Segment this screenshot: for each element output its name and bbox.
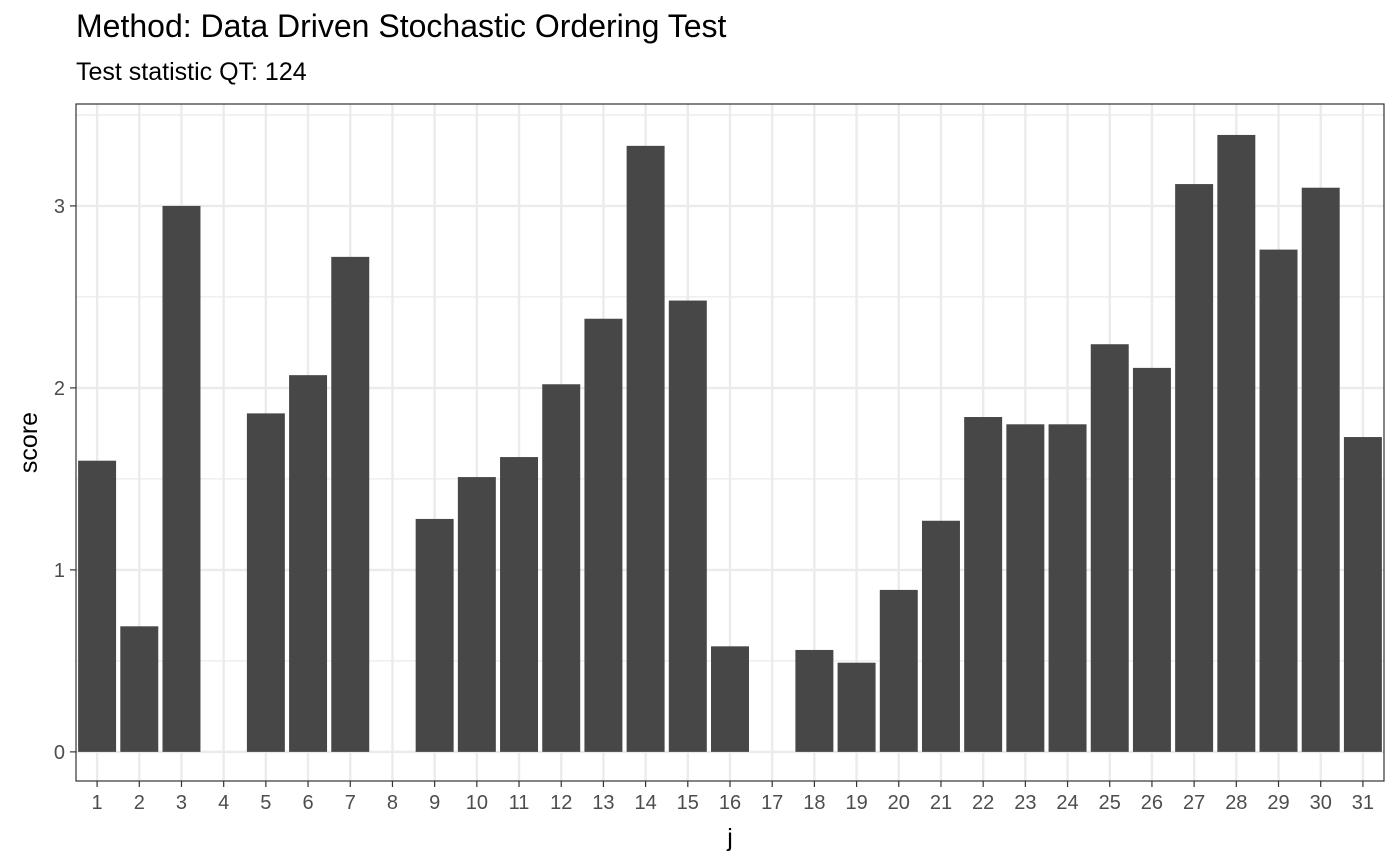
bar	[120, 626, 159, 752]
bar	[1217, 134, 1256, 752]
y-tick-label: 2	[54, 378, 65, 400]
x-tick-label: 11	[509, 792, 530, 814]
bar	[1343, 437, 1382, 752]
x-tick-label: 10	[466, 792, 488, 814]
x-tick-label: 13	[592, 792, 614, 814]
x-tick-label: 9	[429, 792, 440, 814]
x-tick-label: 8	[387, 792, 398, 814]
x-tick-label: 31	[1352, 792, 1374, 814]
y-axis-title: score	[15, 412, 43, 473]
x-tick-label: 14	[634, 792, 656, 814]
x-tick-label: 2	[134, 792, 145, 814]
bar	[1006, 424, 1045, 752]
x-tick-label: 15	[677, 792, 699, 814]
bar	[1132, 367, 1171, 752]
x-tick-label: 21	[930, 792, 952, 814]
x-tick-label: 6	[303, 792, 314, 814]
x-axis-title: j	[726, 824, 733, 852]
bar	[1048, 424, 1087, 752]
x-tick-label: 19	[845, 792, 867, 814]
x-tick-label: 26	[1141, 792, 1163, 814]
y-tick-label: 1	[54, 560, 65, 582]
y-tick-label: 3	[54, 196, 65, 218]
chart-title: Method: Data Driven Stochastic Ordering …	[76, 8, 727, 44]
bar	[837, 662, 876, 752]
x-tick-label: 30	[1310, 792, 1332, 814]
x-tick-label: 16	[719, 792, 741, 814]
x-tick-label: 3	[176, 792, 187, 814]
x-tick-label: 18	[803, 792, 825, 814]
x-axis: 1 2 3 4 5 6 7 8 9 10 11 12 13 14 15 16 17 18 19 20 21 22 23 24 2…	[92, 781, 1374, 814]
bar	[542, 384, 581, 752]
x-tick-label: 28	[1225, 792, 1247, 814]
bar	[921, 520, 960, 752]
x-tick-label: 4	[218, 792, 229, 814]
bar	[289, 375, 328, 752]
bar	[1259, 249, 1298, 752]
bar	[331, 256, 370, 752]
bar	[500, 457, 539, 752]
x-tick-label: 20	[888, 792, 910, 814]
x-tick-label: 27	[1183, 792, 1205, 814]
y-axis: 0 1 2 3	[54, 196, 76, 764]
bars	[78, 134, 1382, 752]
x-tick-label: 7	[345, 792, 356, 814]
chart-subtitle: Test statistic QT: 124	[76, 58, 307, 86]
bar	[415, 518, 454, 752]
x-tick-label: 24	[1056, 792, 1078, 814]
bar	[1175, 184, 1214, 752]
bar	[879, 589, 918, 752]
x-tick-label: 5	[260, 792, 271, 814]
bar	[1301, 187, 1340, 752]
bar	[711, 646, 749, 752]
bar	[78, 460, 117, 752]
bar	[668, 300, 707, 752]
x-tick-label: 25	[1099, 792, 1121, 814]
x-tick-label: 29	[1267, 792, 1289, 814]
x-tick-label: 17	[761, 792, 783, 814]
bar	[1090, 344, 1129, 752]
bar	[457, 477, 496, 752]
bar	[626, 145, 665, 752]
bar	[795, 649, 834, 752]
x-tick-label: 23	[1014, 792, 1036, 814]
y-tick-label: 0	[54, 742, 65, 764]
x-tick-label: 22	[972, 792, 994, 814]
bar	[584, 318, 623, 752]
x-tick-label: 1	[92, 792, 103, 814]
bar	[162, 205, 201, 752]
bar	[246, 413, 285, 752]
bar	[964, 417, 1003, 752]
x-tick-label: 12	[550, 792, 572, 814]
